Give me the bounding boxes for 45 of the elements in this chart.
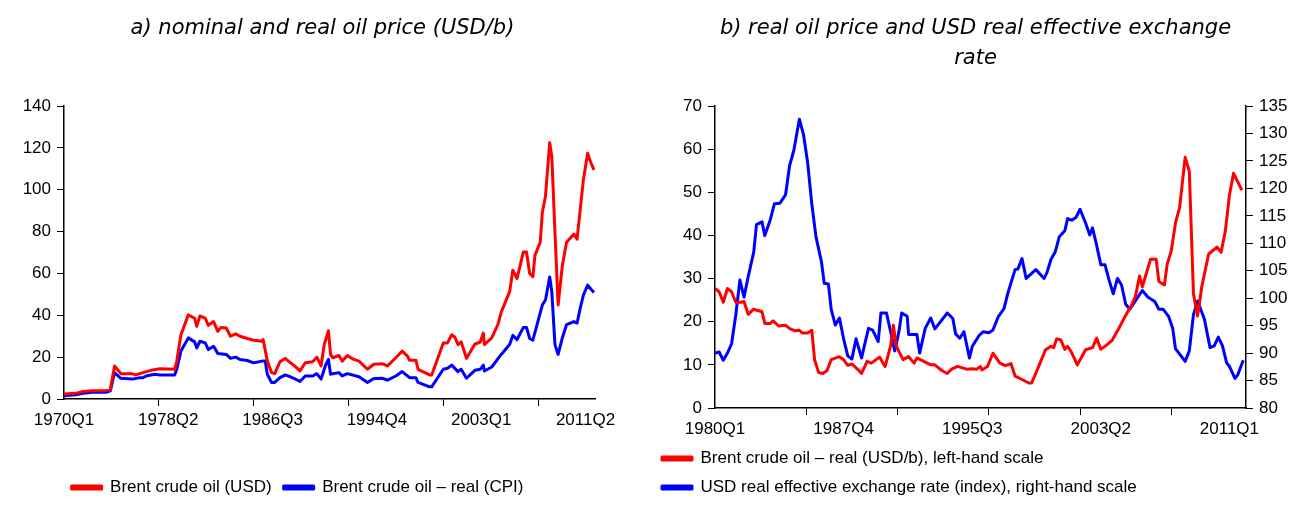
x-tick-label: 1980Q1 (684, 418, 746, 438)
y2-tick-label: 115 (1259, 205, 1287, 225)
y2-tick-label: 100 (1259, 287, 1288, 307)
y-tick-label: 50 (683, 181, 702, 201)
y2-tick-label: 105 (1259, 260, 1288, 280)
y2-tick-label: 95 (1259, 315, 1278, 335)
x-tick-label: 2003Q2 (1070, 418, 1132, 438)
x-tick-label: 1995Q3 (941, 418, 1003, 438)
y2-tick-label: 135 (1259, 95, 1288, 115)
x-tick-label: 1987Q4 (813, 418, 874, 438)
y-tick-label: 70 (683, 95, 702, 115)
legend-label: USD real effective exchange rate (index), right-hand scale (700, 477, 1137, 497)
y-tick-label: 0 (692, 397, 702, 417)
x-tick-label: 2003Q1 (450, 409, 512, 429)
x-tick-label: 1986Q3 (242, 409, 303, 429)
y-tick-label: 100 (22, 179, 51, 199)
x-tick-label: 1994Q4 (346, 409, 408, 429)
chart-title: b) real oil price and USD real effective exchange rate (718, 14, 1233, 71)
y2-tick-label: 85 (1259, 370, 1278, 390)
y-tick-label: 0 (41, 388, 51, 408)
legend-label: Brent crude oil (USD) (110, 477, 272, 497)
y2-tick-label: 110 (1259, 232, 1287, 252)
x-tick-label: 1978Q2 (138, 409, 199, 429)
x-tick-label: 2011Q2 (555, 409, 616, 429)
legend-label: Brent crude oil – real (USD/b), left-hand scale (700, 448, 1044, 468)
y-tick-label: 40 (683, 225, 702, 245)
y2-tick-label: 130 (1259, 123, 1288, 143)
y-tick-label: 140 (22, 95, 51, 115)
y2-tick-label: 120 (1259, 178, 1288, 198)
legend-label: Brent crude oil – real (CPI) (322, 477, 524, 497)
x-tick-label: 1970Q1 (33, 409, 95, 429)
chart-title: a) nominal and real oil price (USD/b) (129, 14, 516, 41)
y-tick-label: 20 (683, 311, 702, 331)
x-tick-label: 2011Q1 (1199, 418, 1260, 438)
y-tick-label: 10 (683, 354, 702, 374)
y2-tick-label: 90 (1259, 342, 1278, 362)
y2-tick-label: 80 (1259, 397, 1278, 417)
y-tick-label: 60 (683, 138, 702, 158)
y-tick-label: 20 (32, 346, 51, 366)
y-tick-label: 40 (32, 304, 51, 324)
y-tick-label: 60 (32, 263, 51, 283)
y2-tick-label: 125 (1259, 150, 1288, 170)
y-tick-label: 80 (32, 221, 51, 241)
y-tick-label: 120 (22, 137, 51, 157)
y-tick-label: 30 (683, 268, 702, 288)
